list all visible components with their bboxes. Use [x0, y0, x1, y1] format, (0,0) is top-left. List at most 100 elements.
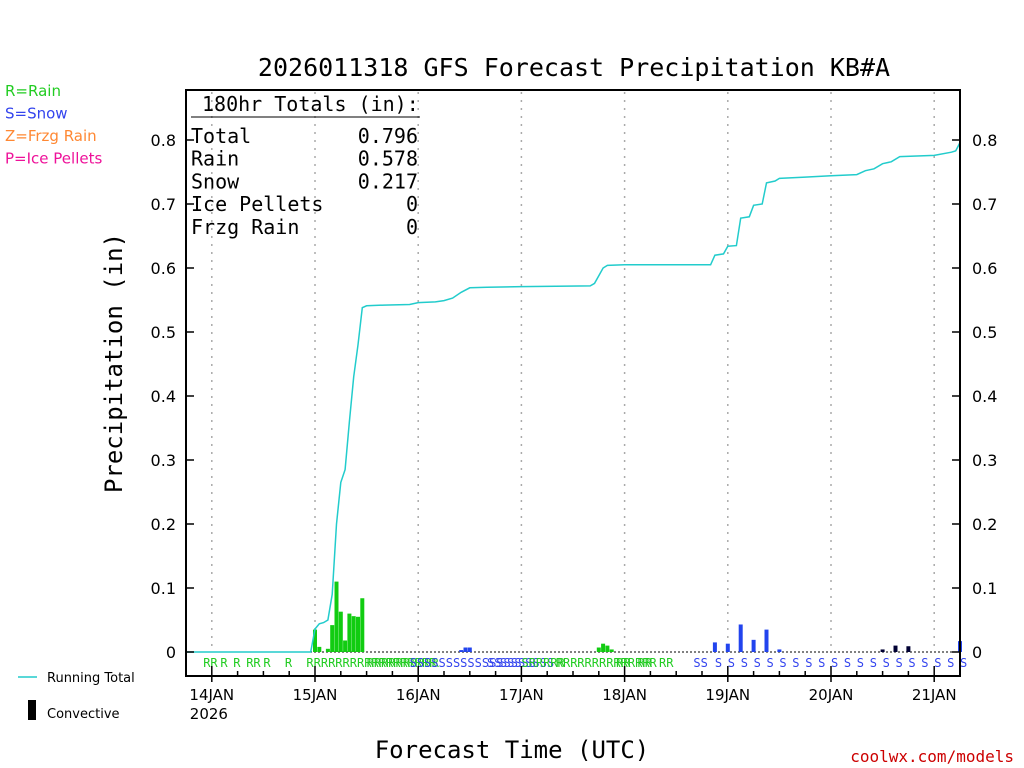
x-tick-label: 21JAN: [912, 686, 957, 704]
y-axis-ticks: 0 00.1 0.10.2 0.20.3 0.30.4 0.40.5 0.50.6 0.60.…: [151, 131, 998, 662]
totals-row-value: 0: [406, 192, 418, 216]
ptype-marker: SSSSSSSSSSSSSSSSSSSS: [410, 656, 554, 670]
y-tick-label-left: 0.4: [151, 387, 176, 406]
snow-bar: [777, 649, 782, 652]
totals-row-name: Total: [191, 124, 251, 148]
snow-bar: [459, 650, 464, 652]
ptype-marker: R: [220, 656, 228, 670]
rain-bar: [347, 613, 352, 652]
y-tick-label-left: 0: [166, 643, 176, 662]
x-tick-label: 16JAN: [396, 686, 441, 704]
y-tick-label-right: 0.2: [972, 515, 997, 534]
ptype-marker: SRRRRR: [521, 656, 565, 670]
ptype-marker: S: [844, 656, 851, 670]
ptype-marker: RR: [246, 656, 261, 670]
ptype-marker: S: [818, 656, 825, 670]
ptype-legend-item: R=Rain: [5, 82, 61, 100]
rain-bar: [334, 581, 339, 652]
snow-bar: [738, 624, 743, 652]
y-tick-label-right: 0.5: [972, 323, 997, 342]
totals-row-value: 0.796: [358, 124, 418, 148]
legend-label: Convective: [47, 707, 120, 722]
snow-bar: [467, 647, 472, 652]
rain-bar: [360, 598, 365, 652]
x-tick-label: 19JAN: [705, 686, 750, 704]
x-tick-year-label: 2026: [190, 705, 228, 723]
grid-lines: [186, 92, 960, 653]
ptype-marker: SSSSS: [500, 656, 536, 670]
ptype-marker: RRRRRRRRRRRRRRRRRR: [306, 656, 437, 670]
ptype-marker: S: [831, 656, 838, 670]
y-tick-label-right: 0.7: [972, 195, 997, 214]
snow-bar: [712, 642, 717, 652]
totals-row-name: Frzg Rain: [191, 215, 299, 239]
ptype-legend-item: P=Ice Pellets: [5, 150, 102, 168]
ptype-marker: S: [870, 656, 877, 670]
x-tick-label: 14JAN: [189, 686, 234, 704]
ptype-marker: R: [263, 656, 271, 670]
ptype-marker: S: [741, 656, 748, 670]
rain-bar: [317, 646, 322, 652]
rain-bar: [343, 640, 348, 652]
rain-bar: [596, 647, 601, 652]
ptype-marker: RRR: [556, 656, 578, 670]
y-tick-label-right: 0: [972, 643, 982, 662]
y-tick-label-right: 0.4: [972, 387, 997, 406]
rain-bar: [601, 643, 606, 652]
convective-bar: [893, 645, 898, 652]
running-total-line: [186, 142, 961, 653]
ptype-marker: R: [233, 656, 241, 670]
y-tick-label-left: 0.2: [151, 515, 176, 534]
snow-bar: [725, 643, 730, 652]
credit-text: coolwx.com/models: [850, 747, 1014, 766]
ptype-marker: SS: [487, 656, 501, 670]
x-axis-title: Forecast Time (UTC): [375, 736, 650, 764]
snow-bar: [751, 639, 756, 652]
ptype-marker: RRRRRRRRRR: [367, 656, 440, 670]
convective-bar: [906, 646, 911, 652]
ptype-marker: S: [934, 656, 941, 670]
y-tick-label-right: 0.6: [972, 259, 997, 278]
running-total-polyline: [186, 142, 961, 653]
totals-row-value: 0.217: [358, 169, 418, 193]
rain-bar: [605, 645, 610, 652]
rain-bar: [356, 616, 360, 652]
ptype-marker: RR: [638, 656, 653, 670]
rain-bar: [338, 611, 343, 652]
ptype-marker: S: [805, 656, 812, 670]
ptype-marker: RRRRRRRRRRR: [577, 656, 657, 670]
totals-box: 180hr Totals (in): Total 0.796 Rain 0.578 Sn…: [191, 92, 420, 239]
ptype-legend-item: S=Snow: [5, 105, 68, 123]
x-tick-label: 15JAN: [293, 686, 338, 704]
ptype-marker: S: [779, 656, 786, 670]
ptype-marker: S: [792, 656, 799, 670]
ptype-marker: S: [908, 656, 915, 670]
y-tick-label-right: 0.3: [972, 451, 997, 470]
legend-label: Running Total: [47, 671, 135, 686]
rain-bar: [609, 649, 614, 652]
ptype-marker: S: [921, 656, 928, 670]
ptype-markers: RR R R RR R R RRRRRRRRRRRRRRRRRRRRRRRRRRRRSSSS…: [203, 656, 967, 670]
totals-rows: Total 0.796 Rain 0.578 Snow 0.217 Ice Pellets 0…: [191, 124, 418, 239]
y-tick-label-left: 0.6: [151, 259, 176, 278]
bottom-legend: Running Total Convective: [18, 671, 135, 722]
rain-bar: [313, 629, 317, 652]
ptype-marker: RR: [659, 656, 674, 670]
totals-heading: 180hr Totals (in):: [202, 92, 419, 116]
x-tick-label: 17JAN: [499, 686, 544, 704]
ptype-marker: R: [285, 656, 293, 670]
ptype-marker: RR: [203, 656, 218, 670]
plot-frame: [185, 89, 961, 677]
totals-row-name: Rain: [191, 147, 239, 171]
chart-title: 2026011318 GFS Forecast Precipitation KB…: [258, 53, 890, 82]
ptype-legend: R=Rain S=Snow Z=Frzg Rain P=Ice Pellets: [5, 82, 102, 168]
ptype-marker: S: [883, 656, 890, 670]
legend-bar-swatch: [28, 700, 36, 720]
rain-bar: [351, 616, 356, 652]
ptype-marker: S: [754, 656, 761, 670]
y-tick-label-left: 0.3: [151, 451, 176, 470]
ptype-marker: S: [960, 656, 967, 670]
rain-bar: [330, 625, 335, 652]
